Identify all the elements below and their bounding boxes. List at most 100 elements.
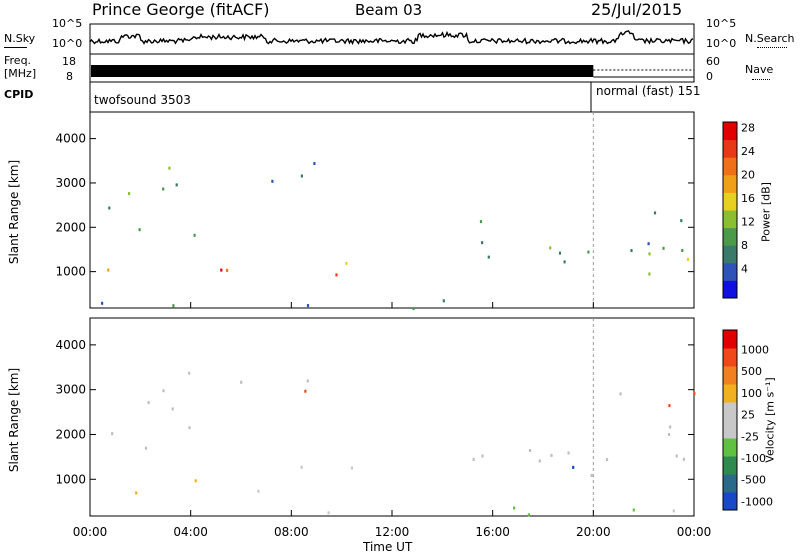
vel-cell: [513, 506, 516, 510]
cpid-first: twofsound 3503: [94, 93, 191, 107]
power-colorbar-swatch: [723, 227, 737, 246]
power-cell: [648, 252, 651, 256]
power-cell: [220, 268, 223, 272]
power-colorbar-swatch: [723, 139, 737, 158]
power-colorbar-swatch: [723, 210, 737, 229]
vel-cell: [605, 458, 609, 462]
vel-cell: [147, 401, 150, 405]
xtick-label: 00:00: [73, 525, 108, 539]
velocity-colorbar-tick: 500: [741, 365, 762, 378]
vel-cell: [350, 466, 353, 470]
vel-cell: [300, 465, 303, 469]
vel-cell: [162, 389, 165, 393]
vel-cell: [111, 432, 114, 436]
power-cell: [306, 304, 310, 308]
power-cell: [193, 233, 196, 237]
nsky-legend-line: [4, 47, 27, 48]
power-cell: [172, 304, 175, 308]
xtick-label: 12:00: [375, 525, 410, 539]
vel-cell: [144, 446, 148, 450]
cpid-second: normal (fast) 151: [596, 84, 701, 98]
power-cell: [681, 249, 684, 252]
power-cell: [162, 187, 165, 191]
vel-cell: [672, 509, 675, 513]
freq-tick-top: 18: [62, 55, 76, 68]
velocity-colorbar-tick: 1000: [741, 344, 769, 357]
xtick-label: 20:00: [576, 525, 611, 539]
power-colorbar-swatch: [723, 157, 737, 176]
power-ytick-label: 4000: [55, 132, 86, 146]
nave-legend-line: [752, 79, 770, 80]
vel-cell: [188, 426, 191, 430]
nsky-tick-top: 10^5: [52, 17, 83, 30]
freq-trace: [91, 65, 694, 78]
nsky-tick-bottom: 10^0: [52, 37, 83, 50]
power-colorbar-swatch: [723, 122, 737, 141]
power-ytick-label: 3000: [55, 176, 86, 190]
nsearch-legend-line: [757, 47, 787, 48]
velocity-colorbar-swatch: [723, 492, 737, 511]
vel-cell: [481, 454, 484, 458]
power-cell: [630, 249, 633, 253]
power-cell: [549, 246, 552, 250]
power-frame: [89, 111, 695, 309]
nsky-trace: [89, 30, 694, 46]
power-cell: [680, 219, 683, 223]
power-colorbar-tick: 16: [741, 192, 755, 205]
velocity-colorbar-tick: -1000: [741, 495, 773, 508]
power-cell: [653, 211, 657, 215]
freq-unit-label: [MHz]: [4, 67, 37, 80]
velocity-colorbar-tick: 100: [741, 387, 762, 400]
nave-tick-top: 60: [706, 55, 720, 68]
power-panel: [89, 111, 695, 311]
vel-cell: [188, 371, 191, 375]
vel-cell: [668, 404, 671, 408]
power-cell: [662, 246, 665, 250]
vel-cell: [550, 453, 553, 457]
nsearch-tick-top: 10^5: [706, 17, 737, 30]
velocity-colorbar-swatch: [723, 384, 737, 403]
vel-cell: [590, 474, 593, 477]
vel-cell: [306, 379, 309, 383]
velocity-colorbar-swatch: [723, 474, 737, 493]
power-cell: [107, 268, 110, 272]
freq-panel-frame: [89, 53, 695, 83]
power-cell: [175, 183, 178, 187]
axes: 1000 2000 3000 4000 1000 2000 3000 4000 00:00 04:…: [55, 132, 711, 539]
velocity-panel: [89, 317, 696, 517]
velocity-colorbar-swatch: [723, 330, 737, 349]
power-colorbar-tick: 8: [741, 239, 748, 252]
vel-cell: [632, 508, 635, 512]
velocity-colorbar-swatch: [723, 456, 737, 475]
vel-cell: [472, 457, 475, 461]
power-colorbar-swatch: [723, 280, 737, 299]
power-colorbar-tick: 12: [741, 216, 755, 229]
power-cell: [168, 166, 171, 170]
power-cell: [648, 272, 651, 276]
power-cell: [563, 260, 566, 264]
power-cell: [442, 299, 445, 303]
freq-tick-bottom: 8: [66, 70, 73, 83]
station-title: Prince George (fitACF): [92, 0, 270, 19]
power-cell: [481, 241, 484, 245]
velocity-colorbar-frame: [722, 329, 738, 511]
xtick-label: 16:00: [475, 525, 510, 539]
power-colorbar-swatch: [723, 245, 737, 264]
vel-cell: [194, 479, 197, 483]
power-cell: [271, 179, 274, 183]
date-title: 25/Jul/2015: [591, 0, 683, 19]
vel-cell: [527, 513, 530, 517]
power-cell: [226, 268, 229, 272]
power-cell: [300, 174, 303, 178]
velocity-colorbar-tick: 25: [741, 409, 755, 422]
power-ytick-label: 2000: [55, 220, 86, 234]
beam-title: Beam 03: [355, 1, 423, 19]
vel-cell: [675, 454, 678, 458]
power-cell: [487, 255, 490, 259]
velocity-colorbar-swatch: [723, 420, 737, 439]
vel-cell: [528, 449, 532, 452]
power-cell: [101, 301, 104, 305]
freq-bar: [91, 65, 594, 77]
xtick-label: 08:00: [274, 525, 309, 539]
